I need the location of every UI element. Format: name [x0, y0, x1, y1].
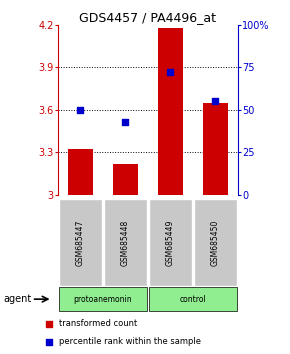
Point: [123, 119, 128, 125]
Text: transformed count: transformed count: [59, 319, 137, 329]
Text: control: control: [180, 295, 206, 304]
Title: GDS4457 / PA4496_at: GDS4457 / PA4496_at: [79, 11, 216, 24]
FancyBboxPatch shape: [59, 287, 147, 311]
Bar: [203, 103, 228, 195]
Text: agent: agent: [3, 294, 31, 304]
Bar: [158, 28, 183, 195]
Text: GSM685449: GSM685449: [166, 219, 175, 266]
Bar: [113, 164, 138, 195]
Text: GSM685450: GSM685450: [211, 219, 220, 266]
FancyBboxPatch shape: [194, 199, 237, 286]
Point: [168, 69, 173, 75]
Point: [47, 321, 52, 327]
Bar: [68, 149, 93, 195]
Point: [213, 98, 218, 104]
Text: GSM685447: GSM685447: [76, 219, 85, 266]
FancyBboxPatch shape: [59, 199, 102, 286]
Text: GSM685448: GSM685448: [121, 219, 130, 266]
Point: [78, 107, 83, 113]
FancyBboxPatch shape: [104, 199, 147, 286]
Text: protoanemonin: protoanemonin: [74, 295, 132, 304]
Point: [47, 339, 52, 344]
Text: percentile rank within the sample: percentile rank within the sample: [59, 337, 201, 346]
FancyBboxPatch shape: [149, 287, 237, 311]
FancyBboxPatch shape: [149, 199, 192, 286]
